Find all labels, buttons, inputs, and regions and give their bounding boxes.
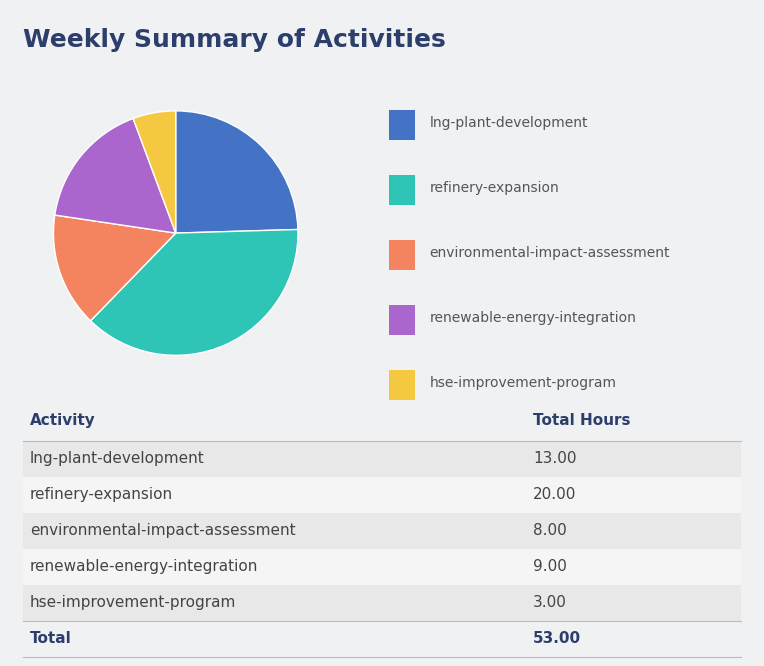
Wedge shape <box>133 111 176 233</box>
Text: renewable-energy-integration: renewable-energy-integration <box>429 311 636 325</box>
Text: hse-improvement-program: hse-improvement-program <box>30 595 237 610</box>
Text: 9.00: 9.00 <box>533 559 567 574</box>
Wedge shape <box>176 111 298 233</box>
Text: renewable-energy-integration: renewable-energy-integration <box>30 559 258 574</box>
Wedge shape <box>91 230 298 356</box>
FancyBboxPatch shape <box>23 549 741 585</box>
Text: Weekly Summary of Activities: Weekly Summary of Activities <box>23 28 445 52</box>
Text: environmental-impact-assessment: environmental-impact-assessment <box>429 246 670 260</box>
Text: lng-plant-development: lng-plant-development <box>30 452 205 466</box>
Bar <box>390 240 415 270</box>
Text: Activity: Activity <box>30 413 96 428</box>
Text: 3.00: 3.00 <box>533 595 567 610</box>
Wedge shape <box>55 119 176 233</box>
Text: 13.00: 13.00 <box>533 452 576 466</box>
FancyBboxPatch shape <box>23 441 741 477</box>
Wedge shape <box>53 215 176 321</box>
Bar <box>390 370 415 400</box>
Text: hse-improvement-program: hse-improvement-program <box>429 376 617 390</box>
FancyBboxPatch shape <box>23 513 741 549</box>
Text: Total Hours: Total Hours <box>533 413 630 428</box>
Text: Total: Total <box>30 631 72 646</box>
Text: lng-plant-development: lng-plant-development <box>429 116 588 131</box>
FancyBboxPatch shape <box>23 585 741 621</box>
Text: 53.00: 53.00 <box>533 631 581 646</box>
FancyBboxPatch shape <box>23 477 741 513</box>
Text: refinery-expansion: refinery-expansion <box>30 488 173 502</box>
Bar <box>390 305 415 334</box>
Text: environmental-impact-assessment: environmental-impact-assessment <box>30 523 296 538</box>
Text: 20.00: 20.00 <box>533 488 576 502</box>
Bar <box>390 175 415 205</box>
Text: refinery-expansion: refinery-expansion <box>429 181 559 195</box>
Text: 8.00: 8.00 <box>533 523 567 538</box>
Bar <box>390 110 415 140</box>
